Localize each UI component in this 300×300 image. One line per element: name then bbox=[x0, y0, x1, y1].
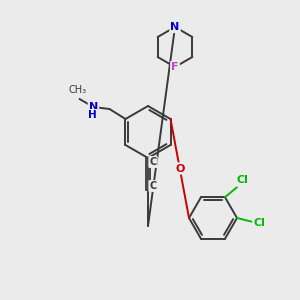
Text: H: H bbox=[88, 110, 97, 120]
Text: CH₃: CH₃ bbox=[68, 85, 86, 95]
Text: N: N bbox=[170, 22, 180, 32]
Text: F: F bbox=[171, 62, 179, 72]
Text: Cl: Cl bbox=[236, 175, 248, 185]
Text: N: N bbox=[89, 102, 98, 112]
Text: Cl: Cl bbox=[253, 218, 265, 228]
Text: C: C bbox=[149, 181, 157, 191]
Text: O: O bbox=[175, 164, 184, 173]
Text: C: C bbox=[149, 157, 157, 167]
